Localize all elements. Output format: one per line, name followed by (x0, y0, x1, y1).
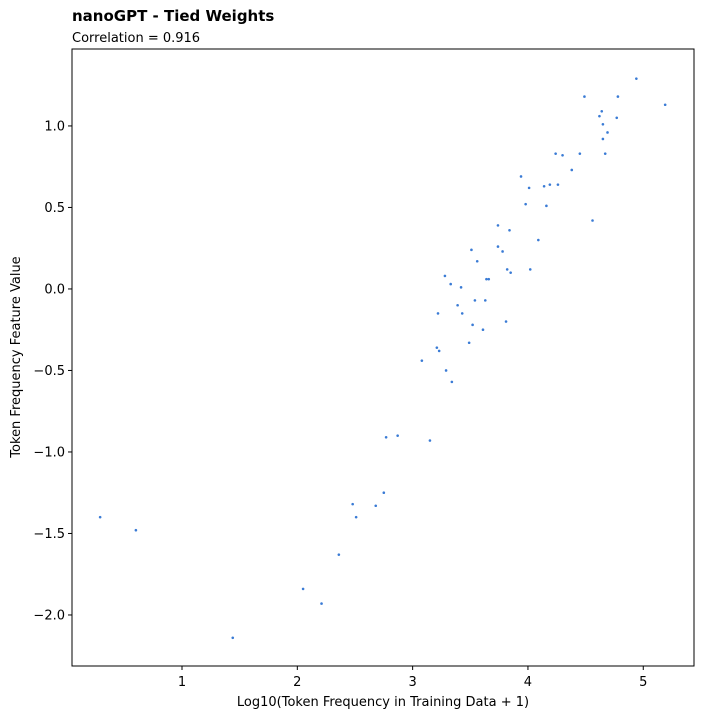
point (545, 204, 548, 208)
y-tick-label: −2.0 (33, 608, 65, 623)
point (475, 259, 479, 263)
point (450, 380, 454, 384)
point (420, 359, 424, 362)
point (351, 502, 354, 506)
plot-frame (71, 48, 695, 667)
point (570, 168, 574, 172)
point (616, 95, 620, 98)
point (501, 250, 504, 253)
point (556, 183, 560, 186)
point (600, 109, 604, 113)
point (134, 528, 138, 532)
point (459, 286, 463, 289)
point (231, 636, 235, 640)
point (504, 320, 508, 323)
point (615, 116, 619, 120)
point (374, 504, 378, 508)
point (428, 439, 432, 442)
point (301, 587, 305, 591)
y-tick-label: −0.5 (33, 364, 65, 379)
point (436, 312, 440, 315)
point (496, 245, 500, 248)
point (598, 114, 601, 118)
y-tick-label: −1.5 (33, 527, 65, 542)
point (603, 152, 607, 155)
point (519, 175, 523, 178)
point (524, 202, 527, 206)
y-tick-label: 1.0 (44, 119, 65, 134)
point (591, 219, 594, 222)
x-tick-label: 3 (408, 675, 416, 690)
point (554, 152, 557, 155)
point (481, 328, 485, 332)
point (437, 349, 441, 353)
point (583, 95, 586, 98)
point (509, 271, 512, 274)
y-tick-label: −1.0 (33, 445, 65, 460)
point (460, 312, 464, 315)
point (483, 299, 487, 302)
x-tick-label: 2 (293, 675, 301, 690)
point (601, 123, 605, 126)
point (578, 152, 582, 155)
point (382, 491, 386, 495)
point (527, 186, 531, 190)
point (471, 323, 474, 327)
y-axis-label: Token Frequency Feature Value (9, 256, 24, 458)
point (561, 153, 564, 157)
point (473, 299, 477, 302)
point (635, 77, 638, 80)
point (485, 277, 488, 281)
point (528, 268, 532, 271)
point (456, 303, 459, 307)
point (443, 274, 447, 278)
point (396, 434, 399, 437)
point (337, 553, 341, 556)
point (548, 183, 552, 186)
y-tick-label: 0.5 (44, 201, 65, 216)
point (354, 515, 358, 519)
point (320, 602, 323, 605)
point (98, 515, 102, 519)
point (449, 282, 452, 286)
y-tick-label: 0.0 (44, 282, 65, 297)
chart-title: nanoGPT - Tied Weights (72, 7, 274, 25)
point (435, 346, 439, 349)
x-axis-label: Log10(Token Frequency in Training Data +… (237, 695, 529, 710)
point (467, 341, 471, 345)
point (663, 103, 667, 107)
point (606, 131, 609, 134)
point (487, 277, 491, 281)
point (496, 224, 500, 227)
point (537, 238, 540, 242)
point (384, 435, 388, 439)
x-tick-label: 4 (524, 675, 532, 690)
x-tick-label: 1 (178, 675, 186, 690)
point (444, 369, 448, 372)
point (505, 268, 509, 271)
point (601, 137, 605, 141)
chart-subtitle: Correlation = 0.916 (72, 31, 200, 46)
x-tick-label: 5 (639, 675, 647, 690)
point (508, 228, 511, 232)
point (542, 184, 546, 188)
point (470, 248, 473, 252)
